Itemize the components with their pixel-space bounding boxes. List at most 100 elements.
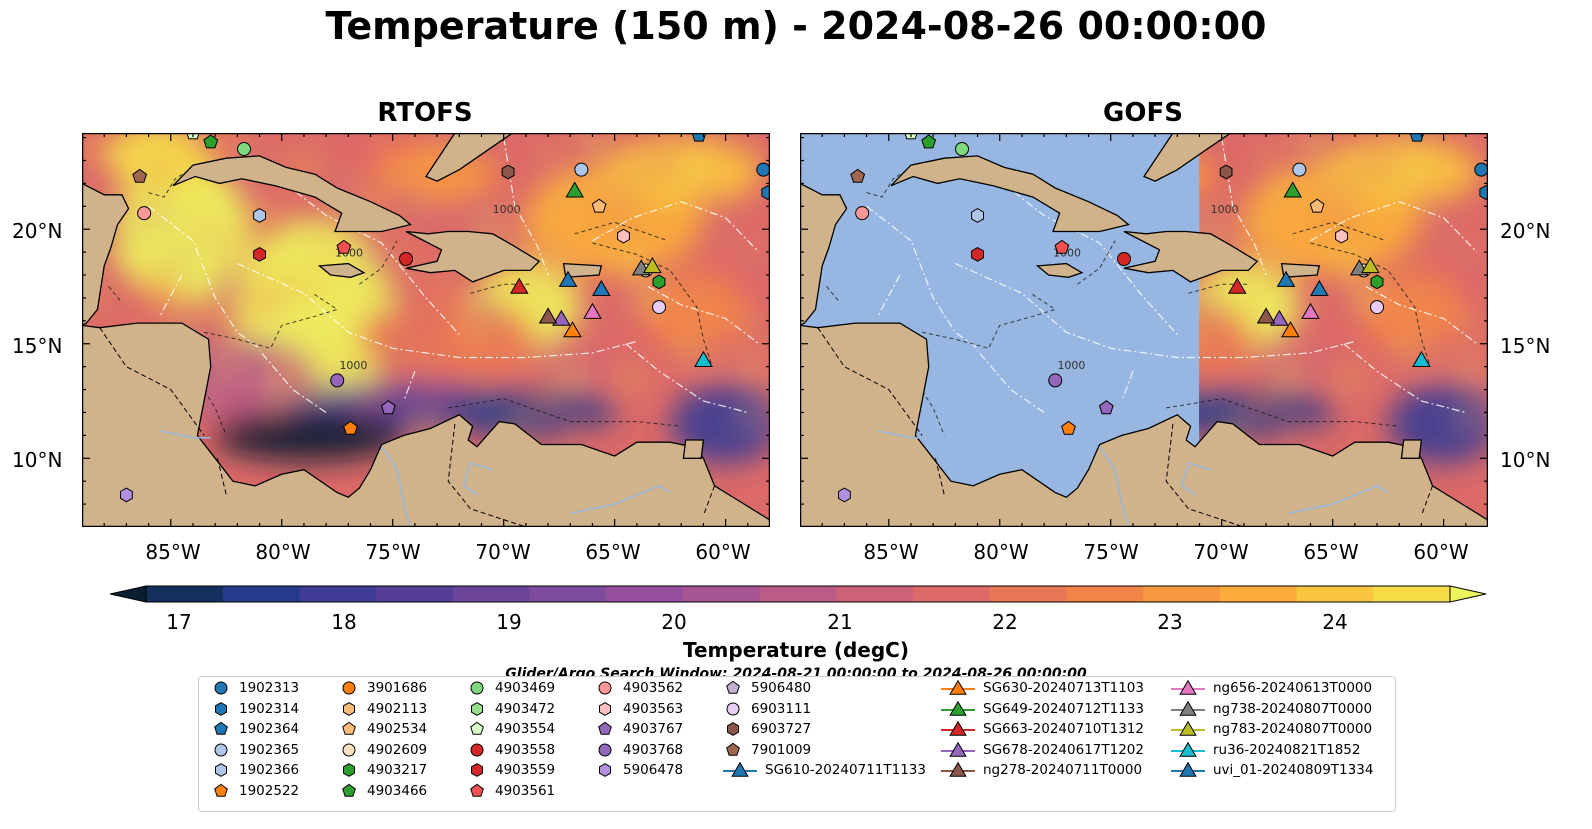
lon-label-60w: 60°W: [695, 540, 751, 564]
platform-marker: [137, 206, 152, 221]
legend-label: 4903472: [495, 700, 556, 717]
platform-marker: [253, 208, 266, 223]
colorbar-extend-high: [1449, 585, 1486, 603]
rivers: [877, 430, 1389, 527]
colorbar-segment: [1296, 586, 1374, 602]
lon-label-65w: 65°W: [585, 540, 641, 564]
legend-label: 4902113: [367, 700, 428, 717]
rivers: [159, 430, 671, 527]
platform-marker: [652, 300, 667, 315]
legend-item: uvi_01-20240809T1334: [1171, 761, 1373, 779]
lon-label-75w-right: 75°W: [1083, 540, 1139, 564]
platform-marker: [538, 307, 558, 324]
legend-label: 1902365: [239, 741, 300, 758]
legend-label: ng656-20240613T0000: [1213, 680, 1373, 696]
legend-label: SG649-20240712T1133: [983, 700, 1144, 717]
colorbar-tick-18: 18: [331, 610, 357, 634]
platform-marker: [336, 239, 352, 254]
lat-label-15n: 15°N: [12, 334, 63, 358]
platform-marker: [1054, 239, 1070, 254]
circle-marker-icon: [470, 743, 484, 756]
legend-label: 1902366: [239, 762, 300, 778]
lon-label-80w: 80°W: [255, 540, 311, 564]
triangle-marker-icon: [1171, 741, 1205, 757]
platform-marker: [855, 206, 870, 221]
contour-label: 1000: [493, 203, 521, 216]
platform-marker: [694, 350, 713, 367]
colorbar-segment: [682, 586, 761, 602]
pentagon-marker-icon: [726, 680, 740, 694]
legend-item: ng278-20240711T0000: [941, 761, 1142, 779]
platform-legend: 1902313 1902314 1902364 1902365 1902366 19025…: [198, 676, 1396, 812]
triangle-marker-icon: [941, 741, 975, 757]
colorbar-segment: [913, 586, 991, 602]
legend-item: 1902522: [211, 782, 299, 800]
circle-marker-icon: [598, 743, 612, 756]
triangle-marker-icon: [941, 761, 975, 777]
temperature-colorbar: [110, 585, 1486, 603]
legend-item: 4903466: [339, 782, 427, 800]
lon-label-70w: 70°W: [475, 540, 531, 564]
circle-marker-icon: [726, 702, 740, 715]
legend-label: 4903563: [623, 700, 684, 717]
circle-marker-icon: [598, 681, 612, 695]
legend-label: ng738-20240807T0000: [1213, 700, 1373, 717]
pentagon-marker-icon: [214, 721, 228, 735]
platform-marker: [1412, 350, 1431, 367]
platform-marker: [563, 321, 582, 338]
hexagon-marker-icon: [471, 701, 483, 716]
colorbar-segment: [1219, 586, 1298, 602]
colorbar-segment: [376, 586, 454, 602]
platform-marker: [1292, 162, 1307, 177]
colorbar-tick-22: 22: [992, 610, 1018, 634]
legend-label: 4903554: [495, 721, 556, 737]
legend-item: 4903559: [467, 761, 555, 779]
legend-label: 1902522: [239, 782, 300, 799]
platform-marker: [1256, 307, 1276, 324]
triangle-marker-icon: [1171, 700, 1205, 716]
platform-marker: [850, 168, 866, 183]
colorbar-segment: [1143, 586, 1221, 602]
map-frame: [800, 133, 1488, 527]
platform-marker: [617, 228, 630, 244]
land-masses: [800, 133, 1488, 527]
panel-title-gofs: GOFS: [1103, 98, 1183, 128]
legend-item: 4903561: [467, 782, 555, 800]
legend-item: SG649-20240712T1133: [941, 700, 1144, 718]
lon-label-70w-right: 70°W: [1193, 540, 1249, 564]
legend-item: 4903469: [467, 679, 555, 697]
platform-marker: [380, 400, 396, 415]
colorbar-segment: [989, 586, 1067, 602]
colorbar-segment: [452, 586, 531, 602]
hexagon-marker-icon: [471, 763, 483, 777]
platform-marker: [1474, 162, 1488, 177]
platform-marker: [565, 181, 584, 198]
colorbar-segment: [299, 586, 377, 602]
platform-marker: [558, 270, 578, 287]
lat-label-20n-right: 20°N: [1500, 219, 1551, 243]
legend-item: 4903562: [595, 679, 683, 697]
legend-label: 4903767: [623, 721, 684, 737]
hexagon-marker-icon: [727, 722, 739, 736]
legend-label: 1902313: [239, 680, 300, 696]
platform-marker: [756, 162, 770, 177]
triangle-marker-icon: [941, 700, 975, 716]
hexagon-marker-icon: [215, 763, 227, 777]
circle-marker-icon: [342, 681, 356, 695]
legend-item: ru36-20240821T1852: [1171, 741, 1360, 759]
legend-label: 4903561: [495, 782, 556, 799]
contour-label: 1000: [339, 359, 367, 372]
platform-marker: [838, 487, 851, 503]
platform-marker: [343, 420, 358, 435]
platform-marker: [921, 134, 937, 149]
land-masses: [82, 133, 770, 527]
colorbar-segment: [1066, 586, 1144, 602]
legend-item: 4903558: [467, 741, 555, 759]
platform-marker: [1361, 257, 1380, 274]
hexagon-marker-icon: [215, 701, 227, 716]
legend-item: 4902113: [339, 700, 427, 718]
platform-marker: [1276, 270, 1296, 287]
platform-marker: [591, 198, 607, 213]
lon-label-60w-right: 60°W: [1413, 540, 1469, 564]
pentagon-marker-icon: [470, 721, 484, 735]
